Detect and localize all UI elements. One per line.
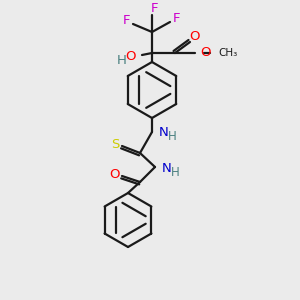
Text: N: N	[162, 161, 172, 175]
Text: S: S	[111, 137, 119, 151]
Text: O: O	[200, 46, 211, 59]
Text: F: F	[122, 14, 130, 26]
Text: CH₃: CH₃	[218, 48, 237, 58]
Text: H: H	[117, 53, 127, 67]
Text: N: N	[159, 127, 169, 140]
Text: O: O	[110, 167, 120, 181]
Text: H: H	[171, 166, 180, 178]
Text: F: F	[151, 2, 159, 16]
Text: H: H	[168, 130, 177, 143]
Text: O: O	[190, 31, 200, 44]
Text: F: F	[173, 11, 181, 25]
Text: O: O	[126, 50, 136, 62]
